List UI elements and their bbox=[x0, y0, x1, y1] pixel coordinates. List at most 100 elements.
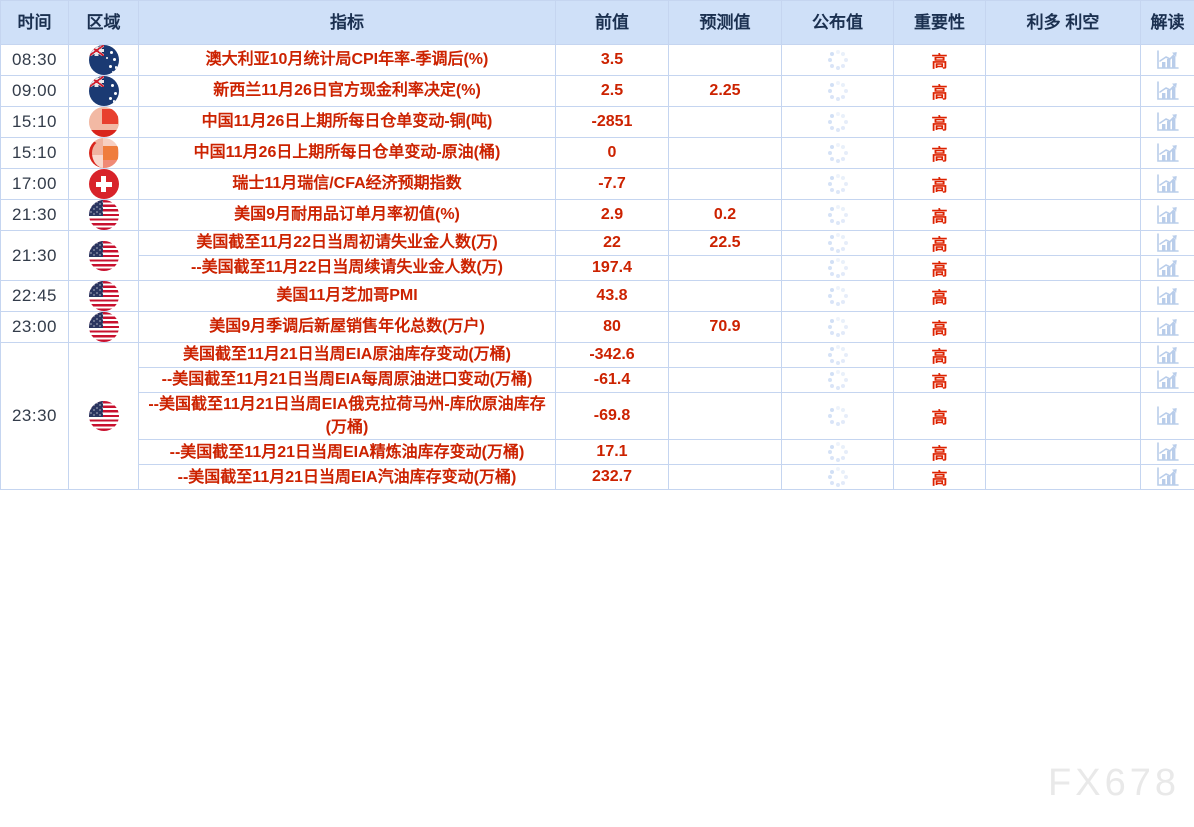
interpretation-link[interactable] bbox=[1140, 106, 1194, 138]
previous-value: -69.8 bbox=[555, 391, 669, 441]
table-row[interactable]: --美国截至11月21日当周EIA精炼油库存变动(万桶) 17.1 高 bbox=[1, 439, 1194, 466]
table-row[interactable]: --美国截至11月21日当周EIA俄克拉荷马州-库欣原油库存(万桶) -69.8 高 bbox=[1, 391, 1194, 441]
interpretation-link[interactable] bbox=[1140, 230, 1194, 256]
previous-value: 0 bbox=[555, 137, 669, 169]
table-row[interactable]: --美国截至11月22日当周续请失业金人数(万) 197.4 高 bbox=[1, 255, 1194, 281]
column-header-read[interactable]: 解读 bbox=[1140, 0, 1194, 45]
previous-value: -61.4 bbox=[555, 367, 669, 393]
event-indicator[interactable]: --美国截至11月21日当周EIA汽油库存变动(万桶) bbox=[138, 464, 556, 491]
table-row[interactable]: 23:00 美国9月季调后新屋销售年化总数(万户) 80 70.9 高 bbox=[0, 311, 1194, 343]
chart-icon[interactable] bbox=[1156, 466, 1180, 488]
interpretation-link[interactable] bbox=[1140, 75, 1194, 107]
event-indicator[interactable]: 美国截至11月22日当周初请失业金人数(万) bbox=[138, 230, 556, 256]
interpretation-link[interactable] bbox=[1140, 439, 1194, 466]
forecast-value bbox=[668, 137, 782, 169]
event-indicator[interactable]: --美国截至11月21日当周EIA每周原油进口变动(万桶) bbox=[138, 367, 556, 393]
australia-flag bbox=[88, 45, 119, 75]
bias-indicator bbox=[985, 280, 1141, 312]
column-header-published[interactable]: 公布值 bbox=[781, 0, 894, 45]
event-indicator[interactable]: 澳大利亚10月统计局CPI年率-季调后(%) bbox=[138, 44, 556, 76]
event-region bbox=[68, 44, 139, 76]
event-time: 23:00 bbox=[0, 311, 69, 343]
loading-spinner-icon bbox=[827, 173, 849, 195]
event-indicator[interactable]: 美国11月芝加哥PMI bbox=[138, 280, 556, 312]
chart-icon[interactable] bbox=[1156, 344, 1180, 366]
column-header-importance[interactable]: 重要性 bbox=[893, 0, 986, 45]
loading-spinner-icon bbox=[827, 142, 849, 164]
event-region bbox=[68, 137, 139, 169]
event-indicator[interactable]: 中国11月26日上期所每日仓单变动-原油(桶) bbox=[138, 137, 556, 169]
interpretation-link[interactable] bbox=[1140, 342, 1194, 368]
table-row[interactable]: --美国截至11月21日当周EIA汽油库存变动(万桶) 232.7 高 bbox=[1, 464, 1194, 491]
chart-icon[interactable] bbox=[1156, 232, 1180, 254]
chart-icon[interactable] bbox=[1156, 80, 1180, 102]
table-row[interactable]: 15:10 中国11月26日上期所每日仓单变动-原油(桶) 0 高 bbox=[0, 137, 1194, 169]
column-header-forecast[interactable]: 预测值 bbox=[668, 0, 782, 45]
importance-level: 高 bbox=[893, 439, 986, 466]
chart-icon[interactable] bbox=[1156, 173, 1180, 195]
event-region bbox=[68, 230, 139, 281]
table-row[interactable]: 17:00 瑞士11月瑞信/CFA经济预期指数 -7.7 高 bbox=[0, 168, 1194, 200]
column-header-time[interactable]: 时间 bbox=[0, 0, 69, 45]
interpretation-link[interactable] bbox=[1140, 137, 1194, 169]
table-row[interactable]: --美国截至11月21日当周EIA每周原油进口变动(万桶) -61.4 高 bbox=[1, 367, 1194, 393]
published-value bbox=[781, 137, 894, 169]
loading-spinner-icon bbox=[827, 369, 849, 391]
interpretation-link[interactable] bbox=[1140, 199, 1194, 231]
interpretation-link[interactable] bbox=[1140, 280, 1194, 312]
chart-icon[interactable] bbox=[1156, 257, 1180, 279]
chart-icon[interactable] bbox=[1156, 285, 1180, 307]
interpretation-link[interactable] bbox=[1140, 311, 1194, 343]
event-indicator[interactable]: 瑞士11月瑞信/CFA经济预期指数 bbox=[138, 168, 556, 200]
table-row[interactable]: 21:30 美国截至11月22日当周初请失业金人数(万) 22 22.5 高 bbox=[0, 230, 1194, 281]
chart-icon[interactable] bbox=[1156, 142, 1180, 164]
column-header-previous[interactable]: 前值 bbox=[555, 0, 669, 45]
chart-icon[interactable] bbox=[1156, 441, 1180, 463]
bias-indicator bbox=[985, 199, 1141, 231]
chart-icon[interactable] bbox=[1156, 204, 1180, 226]
table-row[interactable]: 15:10 中国11月26日上期所每日仓单变动-铜(吨) -2851 高 bbox=[0, 106, 1194, 138]
previous-value: 22 bbox=[555, 230, 669, 256]
column-header-indicator[interactable]: 指标 bbox=[138, 0, 556, 45]
previous-value: 17.1 bbox=[555, 439, 669, 466]
event-indicator[interactable]: --美国截至11月21日当周EIA俄克拉荷马州-库欣原油库存(万桶) bbox=[138, 391, 556, 441]
chart-icon[interactable] bbox=[1156, 316, 1180, 338]
table-row[interactable]: 08:30 澳大利亚10月统计局CPI年率-季调后(%) 3.5 高 bbox=[0, 44, 1194, 76]
previous-value: 43.8 bbox=[555, 280, 669, 312]
chart-icon[interactable] bbox=[1156, 405, 1180, 427]
importance-level: 高 bbox=[893, 106, 986, 138]
table-row[interactable]: 22:45 美国11月芝加哥PMI 43.8 高 bbox=[0, 280, 1194, 312]
event-indicator[interactable]: --美国截至11月22日当周续请失业金人数(万) bbox=[138, 255, 556, 281]
table-row[interactable]: 21:30 美国9月耐用品订单月率初值(%) 2.9 0.2 高 bbox=[0, 199, 1194, 231]
event-indicator[interactable]: 美国9月季调后新屋销售年化总数(万户) bbox=[138, 311, 556, 343]
bias-indicator bbox=[985, 342, 1141, 368]
event-indicator[interactable]: 新西兰11月26日官方现金利率决定(%) bbox=[138, 75, 556, 107]
forecast-value: 2.25 bbox=[668, 75, 782, 107]
event-indicator[interactable]: --美国截至11月21日当周EIA精炼油库存变动(万桶) bbox=[138, 439, 556, 466]
interpretation-link[interactable] bbox=[1140, 367, 1194, 393]
chart-icon[interactable] bbox=[1156, 369, 1180, 391]
interpretation-link[interactable] bbox=[1140, 464, 1194, 491]
chart-icon[interactable] bbox=[1156, 111, 1180, 133]
economic-calendar-table: 时间 区域 指标 前值 预测值 公布值 重要性 利多 利空 解读 08:30 澳大… bbox=[0, 0, 1194, 491]
interpretation-link[interactable] bbox=[1140, 44, 1194, 76]
event-indicator[interactable]: 美国截至11月21日当周EIA原油库存变动(万桶) bbox=[138, 342, 556, 368]
column-header-bias[interactable]: 利多 利空 bbox=[985, 0, 1141, 45]
forecast-value bbox=[668, 342, 782, 368]
event-region bbox=[68, 341, 139, 491]
interpretation-link[interactable] bbox=[1140, 255, 1194, 281]
event-indicator[interactable]: 美国9月耐用品订单月率初值(%) bbox=[138, 199, 556, 231]
bias-indicator bbox=[985, 464, 1141, 491]
loading-spinner-icon bbox=[827, 405, 849, 427]
previous-value: 2.9 bbox=[555, 199, 669, 231]
table-row[interactable]: 23:30 美国截至11月21日当周EIA原油库存变动(万桶) -342.6 高 bbox=[0, 341, 1194, 491]
forecast-value bbox=[668, 391, 782, 441]
table-row[interactable]: 09:00 新西兰11月26日官方现金利率决定(%) 2.5 2.25 高 bbox=[0, 75, 1194, 107]
event-time: 21:30 bbox=[0, 230, 69, 281]
event-time: 22:45 bbox=[0, 280, 69, 312]
column-header-area[interactable]: 区域 bbox=[68, 0, 139, 45]
interpretation-link[interactable] bbox=[1140, 391, 1194, 441]
event-indicator[interactable]: 中国11月26日上期所每日仓单变动-铜(吨) bbox=[138, 106, 556, 138]
chart-icon[interactable] bbox=[1156, 49, 1180, 71]
interpretation-link[interactable] bbox=[1140, 168, 1194, 200]
